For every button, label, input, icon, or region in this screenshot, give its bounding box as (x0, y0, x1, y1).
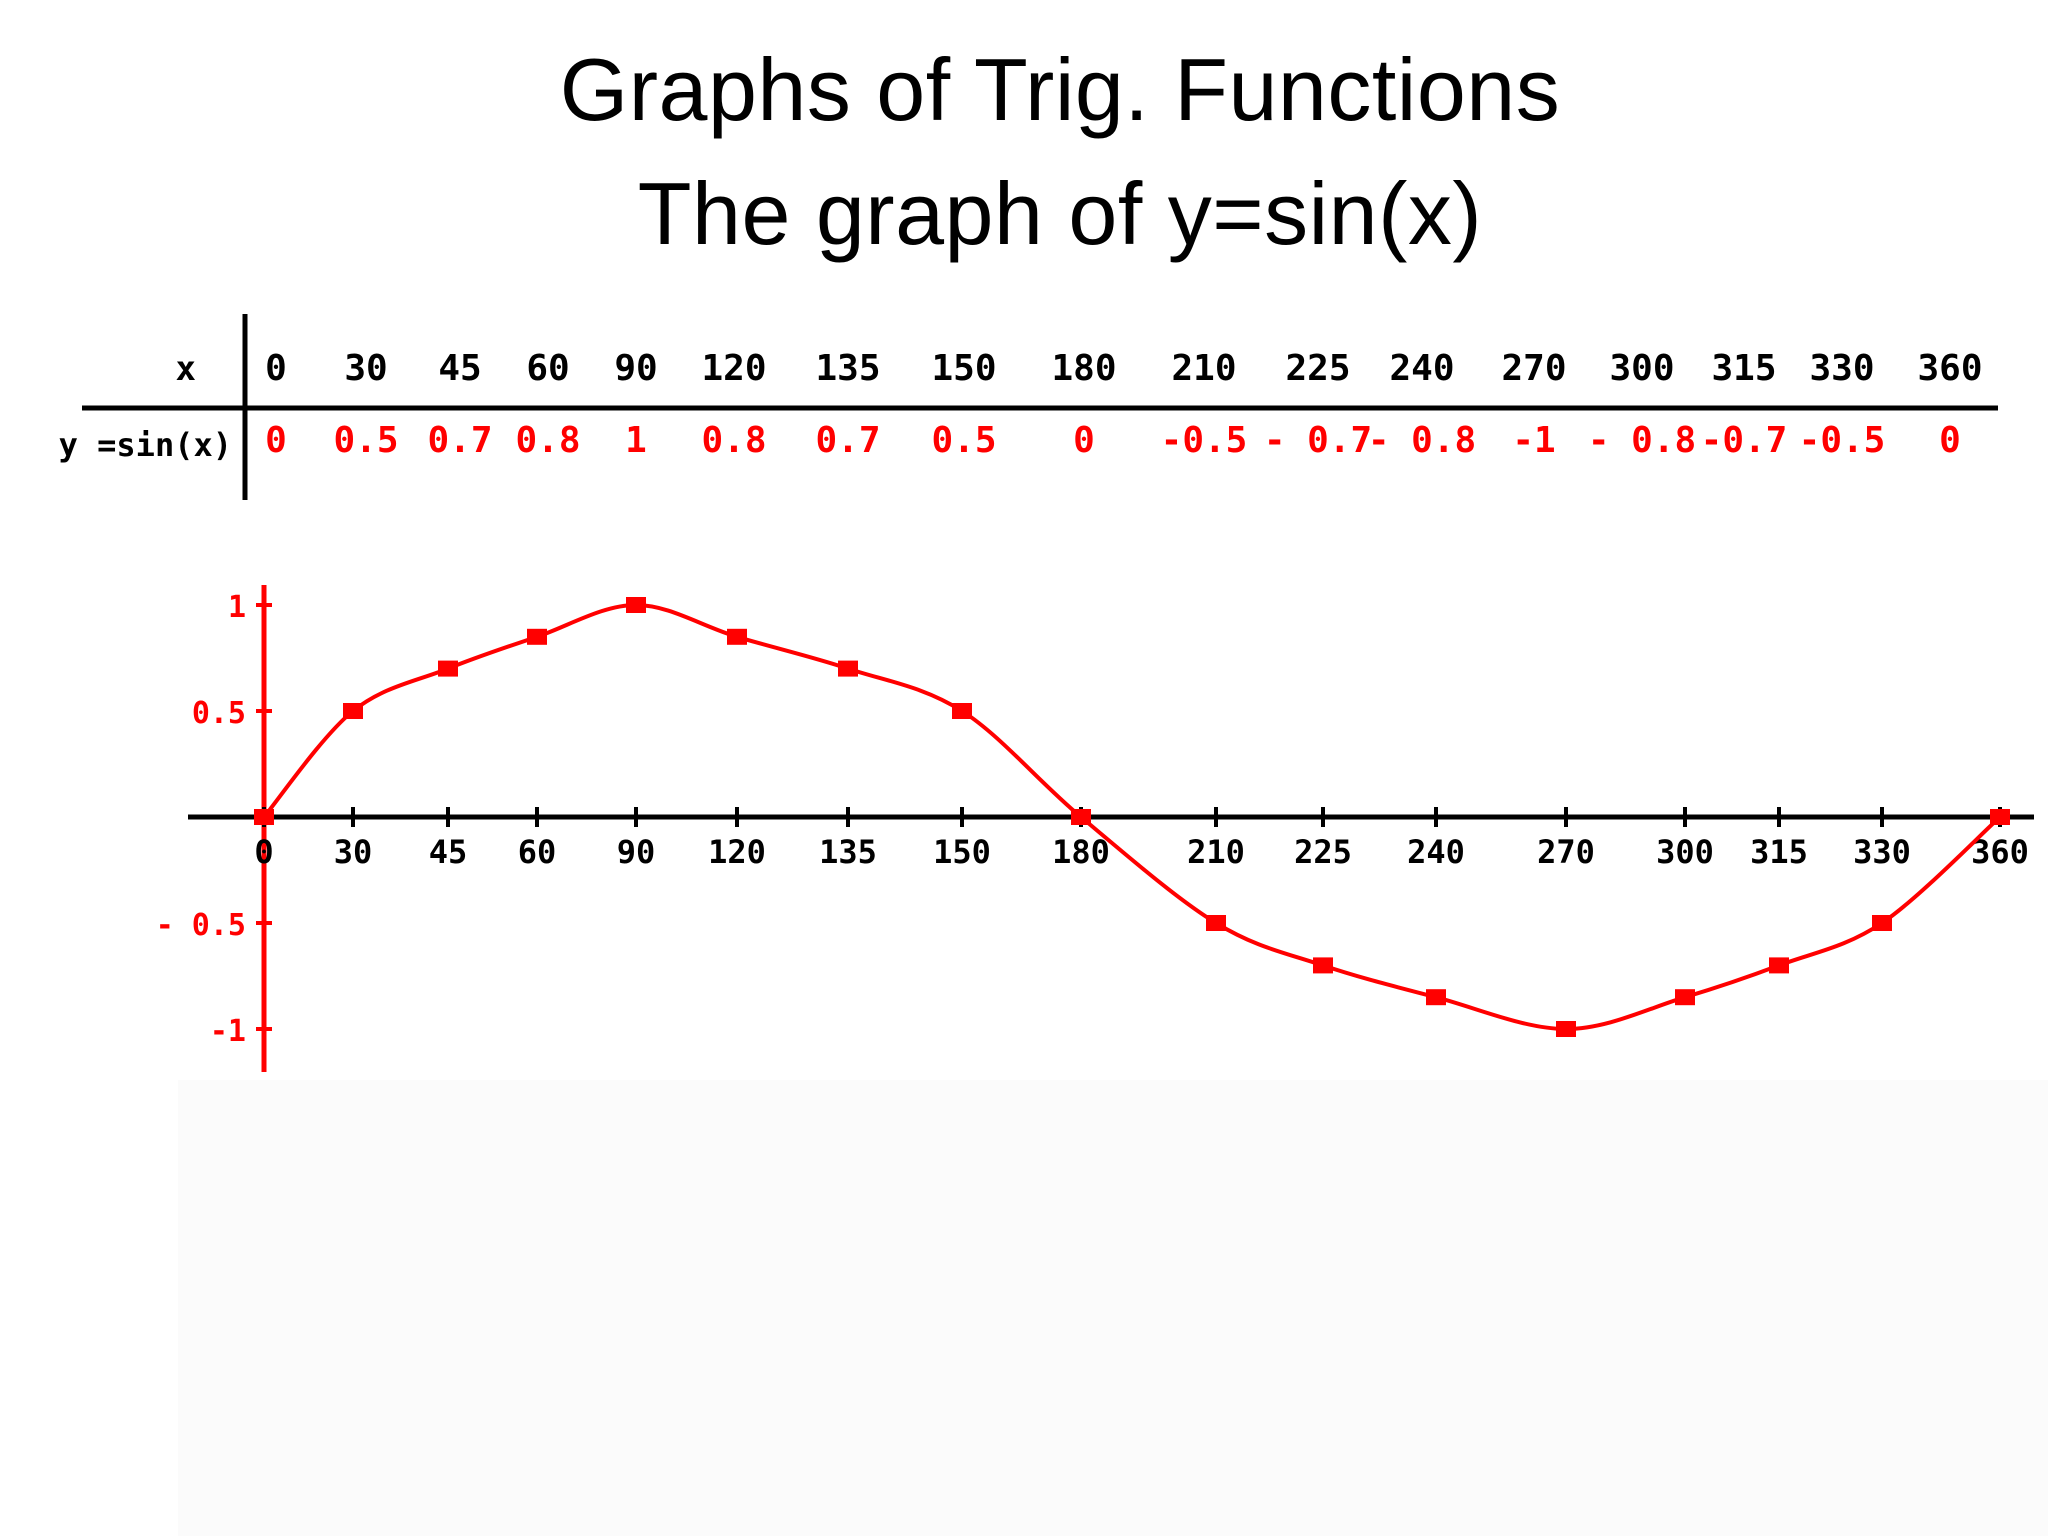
table-y-cell: 0.7 (815, 420, 880, 461)
data-point (626, 597, 646, 613)
table-y-cell: 0.7 (427, 420, 492, 461)
table-y-cell: 0.8 (701, 420, 766, 461)
x-tick-label: 120 (708, 833, 766, 871)
table-x-cell: 0 (265, 348, 287, 389)
table-x-cell: 120 (701, 348, 766, 389)
data-point (1426, 989, 1446, 1006)
x-tick-label: 0 (254, 833, 273, 871)
page-subtitle: The graph of y=sin(x) (637, 164, 1483, 263)
data-point (1769, 957, 1789, 974)
data-point (1313, 957, 1333, 974)
data-point (1206, 915, 1226, 931)
x-tick-label: 330 (1853, 833, 1911, 871)
x-tick-label: 90 (617, 833, 656, 871)
table-x-row: 0 30 45 60 90 120 135 150 180 210 225 240 270 300 315 3… (265, 348, 1982, 389)
table-y-cell: 0.8 (515, 420, 580, 461)
table-x-cell: 225 (1285, 348, 1350, 389)
table-y-cell: -0.5 (1799, 420, 1886, 461)
y-tick-label: -1 (210, 1014, 246, 1049)
x-tick-label: 60 (518, 833, 557, 871)
data-point (1872, 915, 1892, 931)
data-point (1990, 809, 2010, 825)
y-tick-label: 0.5 (192, 696, 246, 731)
table-x-cell: 240 (1389, 348, 1454, 389)
x-tick-label: 135 (819, 833, 877, 871)
table-x-label: x (176, 349, 196, 389)
x-axis-ticks: 0 30 45 60 90 120 135 150 180 210 225 240 270 300 315 3… (254, 807, 2029, 871)
table-y-cell: 0 (1939, 420, 1961, 461)
table-y-row: 0 0.5 0.7 0.8 1 0.8 0.7 0.5 0 -0.5- 0.7- 0.8 -1- 0… (265, 420, 1961, 461)
x-tick-label: 240 (1407, 833, 1465, 871)
x-tick-label: 315 (1750, 833, 1808, 871)
table-y-cell: 0 (1073, 420, 1095, 461)
data-point (438, 660, 458, 677)
table-y-cell: - 0.7 (1264, 420, 1372, 461)
y-tick-label: 1 (228, 590, 246, 625)
x-tick-label: 225 (1294, 833, 1352, 871)
table-x-cell: 315 (1711, 348, 1776, 389)
table-x-cell: 30 (344, 348, 387, 389)
data-markers (254, 597, 2010, 1037)
data-point (1675, 989, 1695, 1006)
x-tick-label: 45 (429, 833, 468, 871)
x-tick-label: 210 (1187, 833, 1245, 871)
x-tick-label: 360 (1971, 833, 2029, 871)
x-tick-label: 270 (1537, 833, 1595, 871)
table-y-cell: 0.5 (333, 420, 398, 461)
x-tick-label: 300 (1656, 833, 1714, 871)
x-tick-label: 180 (1052, 833, 1110, 871)
table-x-cell: 150 (931, 348, 996, 389)
table-x-cell: 300 (1609, 348, 1674, 389)
value-table: x y =sin(x) 0 30 45 60 90 120 135 150 180 210 225 2… (59, 314, 1998, 500)
data-point (254, 809, 274, 825)
table-x-cell: 180 (1051, 348, 1116, 389)
table-x-cell: 45 (438, 348, 481, 389)
table-y-label: y =sin(x) (59, 426, 232, 464)
table-y-cell: 0.5 (931, 420, 996, 461)
background-panel (178, 1080, 2048, 1536)
table-y-cell: - 0.8 (1588, 420, 1696, 461)
table-y-cell: 1 (625, 420, 647, 461)
table-x-cell: 360 (1917, 348, 1982, 389)
data-point (1556, 1021, 1576, 1037)
table-x-cell: 210 (1171, 348, 1236, 389)
table-x-cell: 270 (1501, 348, 1566, 389)
table-y-cell: -1 (1512, 420, 1555, 461)
x-tick-label: 30 (334, 833, 373, 871)
data-point (952, 703, 972, 719)
table-y-cell: - 0.8 (1368, 420, 1476, 461)
table-y-cell: -0.7 (1701, 420, 1788, 461)
title-block: Graphs of Trig. Functions The graph of y… (0, 28, 2048, 276)
table-x-cell: 330 (1809, 348, 1874, 389)
data-point (343, 703, 363, 719)
y-tick-label: - 0.5 (156, 908, 246, 943)
y-axis-ticks: 1 0.5 - 0.5 -1 (156, 590, 272, 1049)
table-x-cell: 60 (526, 348, 569, 389)
data-point (727, 628, 747, 645)
data-point (1071, 809, 1091, 825)
page-title: Graphs of Trig. Functions (559, 40, 1561, 139)
table-x-cell: 90 (614, 348, 657, 389)
x-tick-label: 150 (933, 833, 991, 871)
table-x-cell: 135 (815, 348, 880, 389)
table-y-cell: -0.5 (1161, 420, 1248, 461)
data-point (527, 628, 547, 645)
data-point (838, 660, 858, 677)
table-y-cell: 0 (265, 420, 287, 461)
